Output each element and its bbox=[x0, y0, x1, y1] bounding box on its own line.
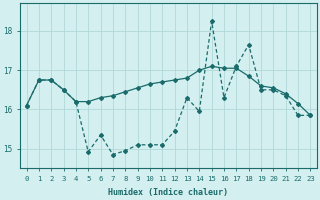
X-axis label: Humidex (Indice chaleur): Humidex (Indice chaleur) bbox=[108, 188, 228, 197]
